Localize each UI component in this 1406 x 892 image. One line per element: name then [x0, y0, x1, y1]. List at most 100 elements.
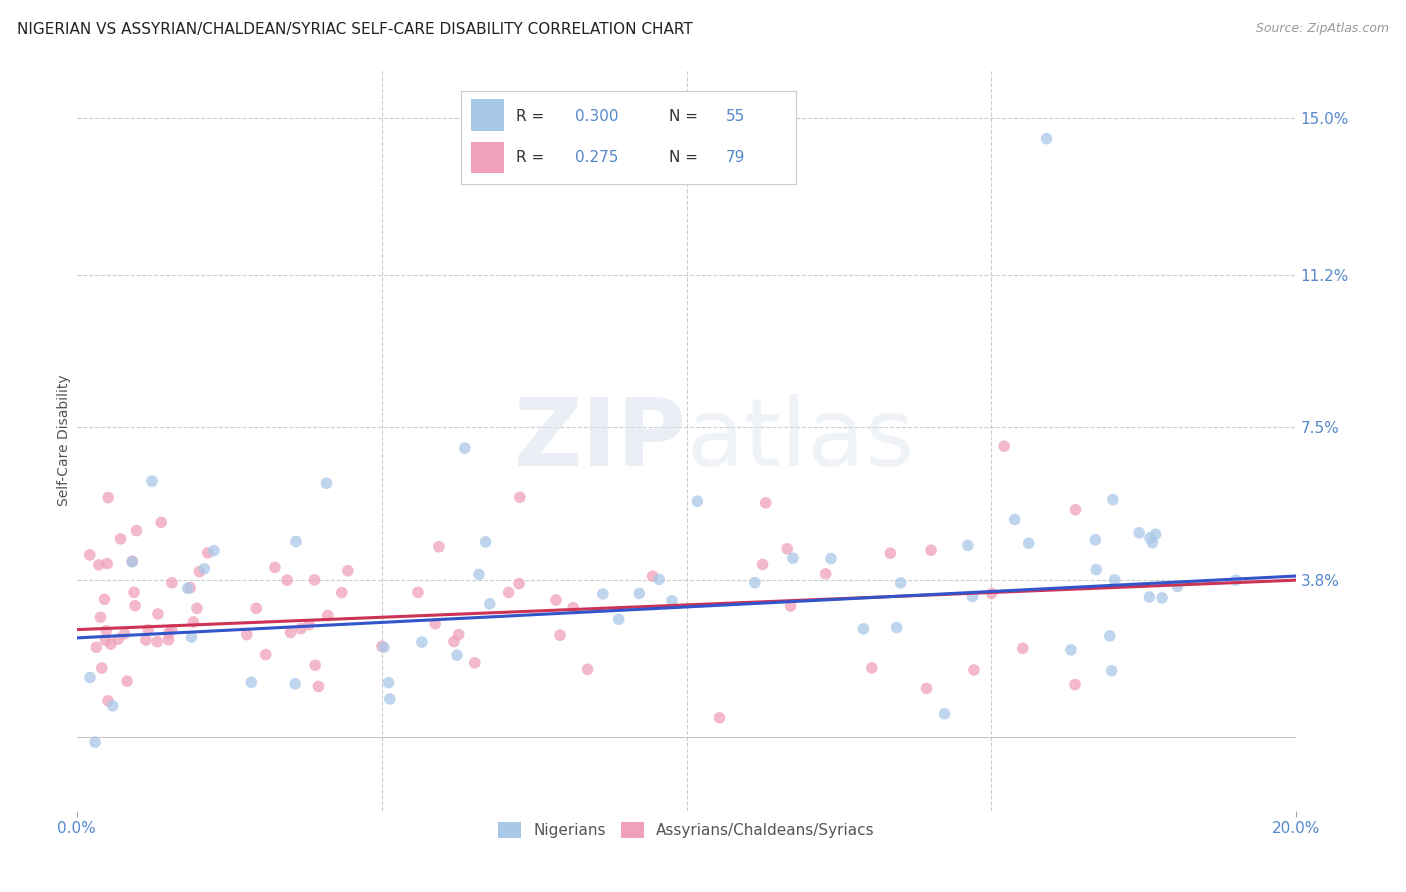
- Point: [980, 586, 1002, 600]
- Y-axis label: Self-Care Disability: Self-Care Disability: [58, 374, 72, 506]
- Point: [378, 692, 401, 706]
- Point: [464, 656, 486, 670]
- Point: [176, 582, 198, 596]
- Point: [150, 516, 173, 530]
- Point: [115, 674, 138, 689]
- Point: [879, 546, 901, 560]
- Point: [427, 540, 450, 554]
- Point: [661, 593, 683, 607]
- Point: [1011, 641, 1033, 656]
- Point: [125, 524, 148, 538]
- Point: [628, 586, 651, 600]
- Point: [141, 474, 163, 488]
- Point: [468, 567, 491, 582]
- Point: [852, 622, 875, 636]
- Point: [304, 658, 326, 673]
- Point: [136, 623, 159, 637]
- Point: [160, 575, 183, 590]
- Point: [782, 551, 804, 566]
- Point: [544, 593, 567, 607]
- Point: [94, 633, 117, 648]
- Point: [548, 628, 571, 642]
- Point: [1128, 525, 1150, 540]
- Text: Source: ZipAtlas.com: Source: ZipAtlas.com: [1256, 22, 1389, 36]
- Point: [89, 610, 111, 624]
- Point: [146, 634, 169, 648]
- Point: [562, 600, 585, 615]
- Point: [180, 630, 202, 644]
- Point: [755, 496, 778, 510]
- Point: [1144, 527, 1167, 541]
- Point: [454, 441, 477, 455]
- Point: [264, 560, 287, 574]
- Point: [107, 632, 129, 646]
- Point: [86, 640, 108, 655]
- Point: [478, 597, 501, 611]
- Point: [315, 476, 337, 491]
- Point: [157, 626, 180, 640]
- Point: [776, 541, 799, 556]
- Point: [509, 490, 531, 504]
- Point: [709, 711, 731, 725]
- Point: [307, 680, 329, 694]
- Point: [915, 681, 938, 696]
- Point: [240, 675, 263, 690]
- Point: [592, 587, 614, 601]
- Point: [371, 640, 394, 654]
- Point: [1102, 492, 1125, 507]
- Point: [993, 439, 1015, 453]
- Point: [121, 555, 143, 569]
- Point: [963, 663, 986, 677]
- Point: [1139, 531, 1161, 545]
- Point: [290, 622, 312, 636]
- Point: [779, 599, 801, 613]
- Point: [146, 607, 169, 621]
- Point: [1104, 573, 1126, 587]
- Point: [641, 569, 664, 583]
- Point: [1004, 512, 1026, 526]
- Point: [316, 608, 339, 623]
- Point: [188, 565, 211, 579]
- Point: [101, 698, 124, 713]
- Point: [97, 694, 120, 708]
- Point: [298, 617, 321, 632]
- Point: [1225, 574, 1247, 588]
- Point: [443, 634, 465, 648]
- Point: [1137, 590, 1160, 604]
- Point: [744, 575, 766, 590]
- Point: [1142, 536, 1164, 550]
- Text: NIGERIAN VS ASSYRIAN/CHALDEAN/SYRIAC SELF-CARE DISABILITY CORRELATION CHART: NIGERIAN VS ASSYRIAN/CHALDEAN/SYRIAC SEL…: [17, 22, 693, 37]
- Point: [135, 633, 157, 648]
- Point: [508, 576, 530, 591]
- Point: [96, 557, 118, 571]
- Point: [962, 590, 984, 604]
- Point: [751, 558, 773, 572]
- Point: [814, 566, 837, 581]
- Point: [202, 543, 225, 558]
- Point: [1152, 591, 1174, 605]
- Point: [124, 599, 146, 613]
- Point: [820, 551, 842, 566]
- Point: [245, 601, 267, 615]
- Point: [100, 637, 122, 651]
- Point: [336, 564, 359, 578]
- Point: [1064, 502, 1087, 516]
- Point: [96, 624, 118, 638]
- Point: [183, 615, 205, 629]
- Point: [179, 581, 201, 595]
- Point: [304, 573, 326, 587]
- Point: [1101, 664, 1123, 678]
- Point: [90, 661, 112, 675]
- Point: [254, 648, 277, 662]
- Point: [1018, 536, 1040, 550]
- Point: [1084, 533, 1107, 547]
- Point: [197, 546, 219, 560]
- Point: [79, 671, 101, 685]
- Point: [160, 623, 183, 637]
- Point: [377, 675, 399, 690]
- Point: [474, 534, 496, 549]
- Point: [447, 627, 470, 641]
- Text: atlas: atlas: [686, 394, 915, 486]
- Point: [193, 562, 215, 576]
- Point: [934, 706, 956, 721]
